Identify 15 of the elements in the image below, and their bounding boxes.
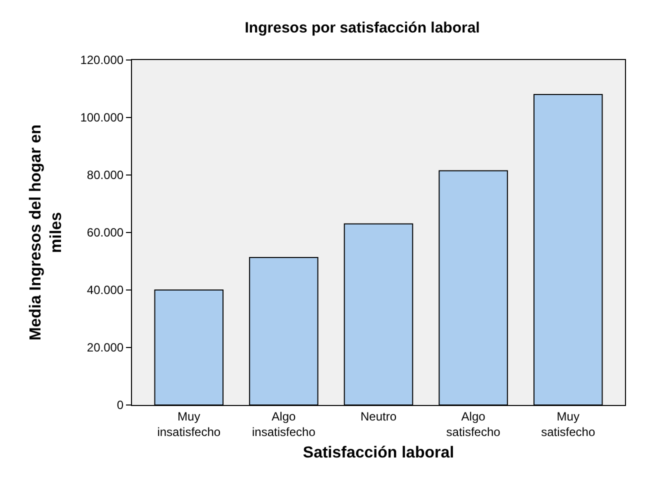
x-tick-label: Muy satisfecho: [541, 409, 596, 439]
y-tick-label: 60.000: [86, 226, 124, 240]
y-tick-label: 80.000: [86, 168, 124, 182]
x-axis-title: Satisfacción laboral: [302, 444, 454, 462]
y-tick-label: 20.000: [86, 340, 124, 355]
chart-title: Ingresos por satisfacción laboral: [244, 20, 480, 37]
y-axis-title: Media Ingresos del hogar en miles: [27, 124, 66, 341]
x-tick-label: Algo satisfecho: [446, 409, 501, 439]
x-tick-label: Neutro: [360, 409, 397, 424]
x-tick-label: Muy insatisfecho: [157, 409, 221, 439]
y-tick-label: 0: [116, 398, 124, 412]
y-tick-label: 40.000: [86, 283, 124, 298]
y-tick-label: 120.000: [80, 53, 124, 68]
x-tick-label: Algo insatisfecho: [252, 409, 316, 439]
y-tick-label: 100.000: [80, 110, 124, 125]
